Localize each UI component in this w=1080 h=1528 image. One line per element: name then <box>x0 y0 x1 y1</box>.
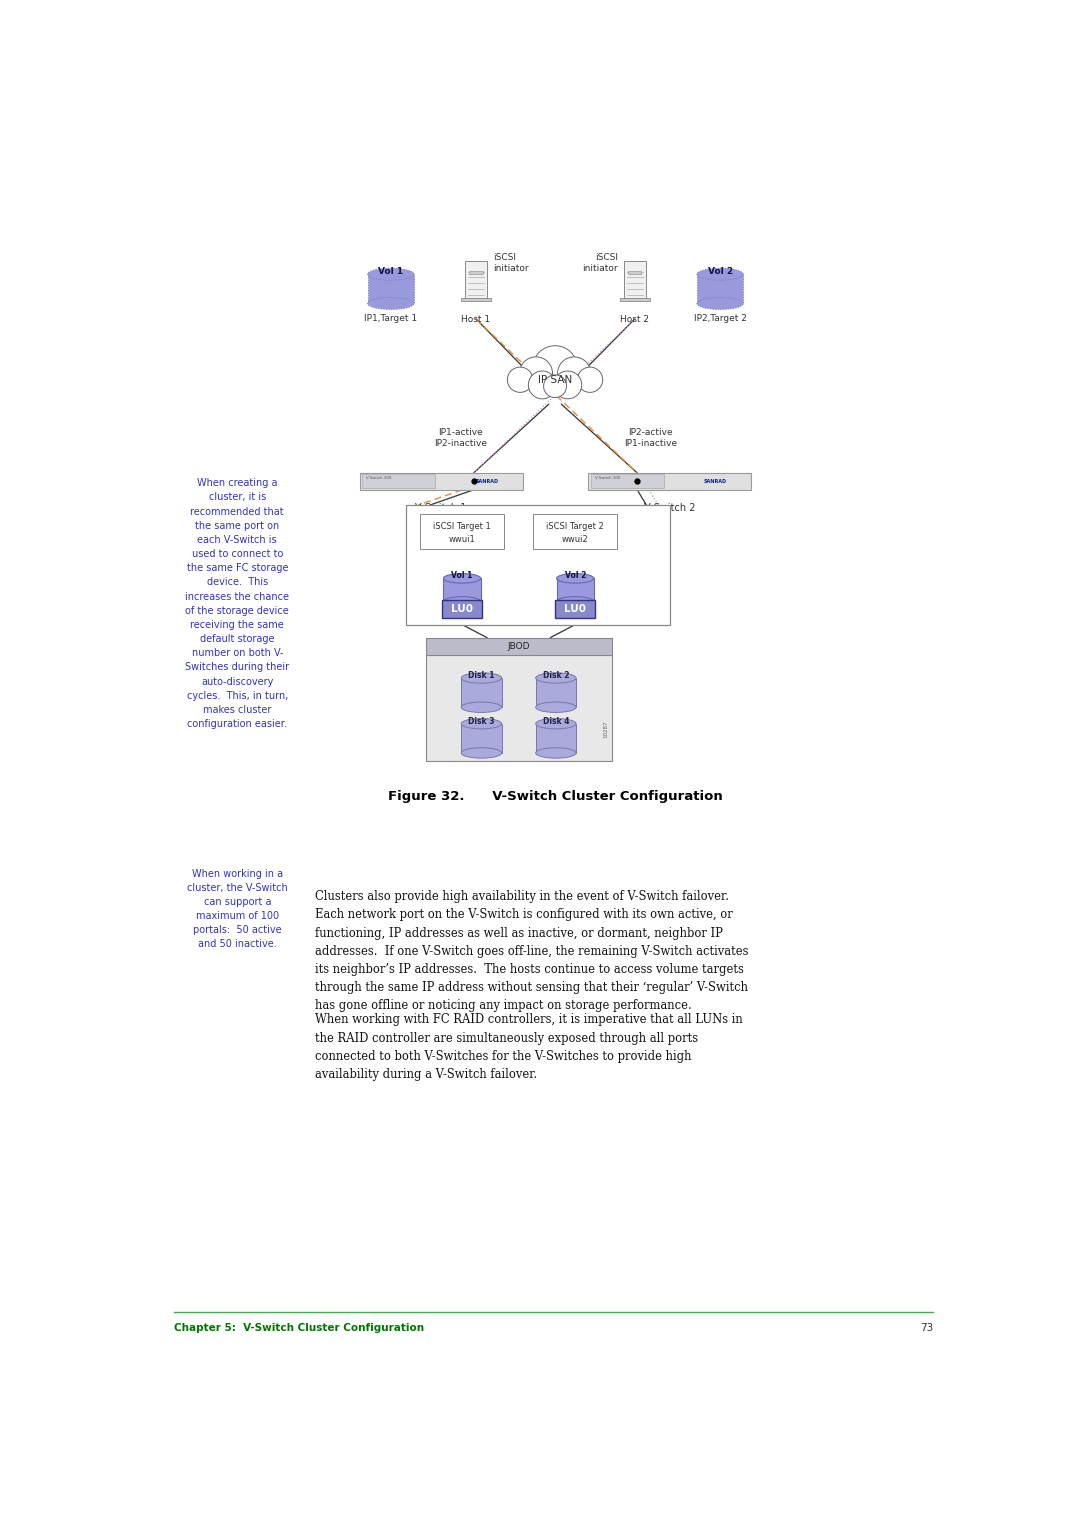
Text: V-Switch 300: V-Switch 300 <box>366 475 391 480</box>
Ellipse shape <box>536 672 576 683</box>
Bar <box>426 654 611 761</box>
Bar <box>556 579 594 602</box>
Ellipse shape <box>367 269 414 280</box>
Ellipse shape <box>697 269 743 280</box>
Bar <box>362 474 435 489</box>
Bar <box>555 601 595 619</box>
Text: Disk 2: Disk 2 <box>542 671 569 680</box>
Circle shape <box>532 345 578 390</box>
Bar <box>461 298 491 301</box>
Text: Disk 3: Disk 3 <box>468 717 495 726</box>
Text: Figure 32.      V-Switch Cluster Configuration: Figure 32. V-Switch Cluster Configuratio… <box>388 790 723 802</box>
Bar <box>461 724 501 753</box>
Ellipse shape <box>461 701 501 712</box>
Text: iSCSI
initiator: iSCSI initiator <box>582 252 618 272</box>
Circle shape <box>578 367 603 393</box>
Bar <box>406 506 670 625</box>
Circle shape <box>519 358 553 390</box>
Text: V-Switch 300: V-Switch 300 <box>595 475 620 480</box>
Ellipse shape <box>556 573 594 584</box>
Bar <box>697 274 743 304</box>
Bar <box>367 274 414 304</box>
Bar <box>624 261 646 299</box>
Ellipse shape <box>444 596 481 607</box>
Text: 10287: 10287 <box>604 720 608 738</box>
Text: Vol 1: Vol 1 <box>378 267 403 275</box>
Text: JBOD: JBOD <box>508 642 530 651</box>
Text: Disk 1: Disk 1 <box>468 671 495 680</box>
Ellipse shape <box>367 298 414 310</box>
Text: Disk 4: Disk 4 <box>542 717 569 726</box>
Ellipse shape <box>536 747 576 758</box>
Circle shape <box>528 371 556 399</box>
Circle shape <box>557 358 591 390</box>
Text: iSCSI Target 1: iSCSI Target 1 <box>433 521 491 530</box>
Text: wwui1: wwui1 <box>448 535 475 544</box>
Ellipse shape <box>444 573 481 584</box>
Text: When working in a
cluster, the V-Switch
can support a
maximum of 100
portals:  5: When working in a cluster, the V-Switch … <box>187 868 287 949</box>
Bar <box>629 270 642 274</box>
Circle shape <box>554 371 582 399</box>
Bar <box>465 261 487 299</box>
Ellipse shape <box>536 718 576 729</box>
Text: When working with FC RAID controllers, it is imperative that all LUNs in
the RAI: When working with FC RAID controllers, i… <box>314 1013 743 1080</box>
Ellipse shape <box>461 718 501 729</box>
Text: LU0: LU0 <box>451 604 473 614</box>
Text: Clusters also provide high availability in the event of V-Switch failover.
Each : Clusters also provide high availability … <box>314 891 748 1013</box>
Bar <box>426 637 611 654</box>
Text: V Switch 2: V Switch 2 <box>644 503 696 513</box>
Ellipse shape <box>556 596 594 607</box>
Text: 73: 73 <box>920 1323 933 1332</box>
Ellipse shape <box>461 747 501 758</box>
Text: IP1,Target 1: IP1,Target 1 <box>364 315 417 324</box>
Text: LU0: LU0 <box>564 604 586 614</box>
Bar <box>360 472 523 490</box>
Text: Chapter 5:  V-Switch Cluster Configuration: Chapter 5: V-Switch Cluster Configuratio… <box>174 1323 423 1332</box>
Circle shape <box>508 367 532 393</box>
Text: IP SAN: IP SAN <box>538 374 572 385</box>
Bar <box>591 474 664 489</box>
Ellipse shape <box>461 672 501 683</box>
Text: Vol 2: Vol 2 <box>565 571 585 581</box>
Bar <box>442 601 482 619</box>
Text: Vol 2: Vol 2 <box>707 267 732 275</box>
Text: Vol 1: Vol 1 <box>451 571 473 581</box>
Text: V Switch 1: V Switch 1 <box>416 503 467 513</box>
Bar <box>470 270 483 274</box>
Text: When creating a
cluster, it is
recommended that
the same port on
each V-Switch i: When creating a cluster, it is recommend… <box>186 478 289 729</box>
Text: wwui2: wwui2 <box>562 535 589 544</box>
Circle shape <box>543 374 567 397</box>
Bar <box>536 724 576 753</box>
Text: SANRAD: SANRAD <box>704 478 727 484</box>
Text: Host 2: Host 2 <box>620 315 649 324</box>
Bar <box>461 678 501 707</box>
Text: SANRAD: SANRAD <box>475 478 498 484</box>
Text: IP2-active
IP1-inactive: IP2-active IP1-inactive <box>623 428 677 448</box>
Ellipse shape <box>697 298 743 310</box>
Bar <box>620 298 650 301</box>
Text: Host 1: Host 1 <box>461 315 490 324</box>
Bar <box>589 472 751 490</box>
Text: IP2,Target 2: IP2,Target 2 <box>693 315 746 324</box>
Bar <box>420 513 504 549</box>
Bar <box>444 579 481 602</box>
Bar <box>536 678 576 707</box>
Ellipse shape <box>536 701 576 712</box>
Text: iSCSI
initiator: iSCSI initiator <box>494 252 529 272</box>
Bar <box>534 513 617 549</box>
Text: iSCSI Target 2: iSCSI Target 2 <box>546 521 604 530</box>
Text: IP1-active
IP2-inactive: IP1-active IP2-inactive <box>434 428 487 448</box>
